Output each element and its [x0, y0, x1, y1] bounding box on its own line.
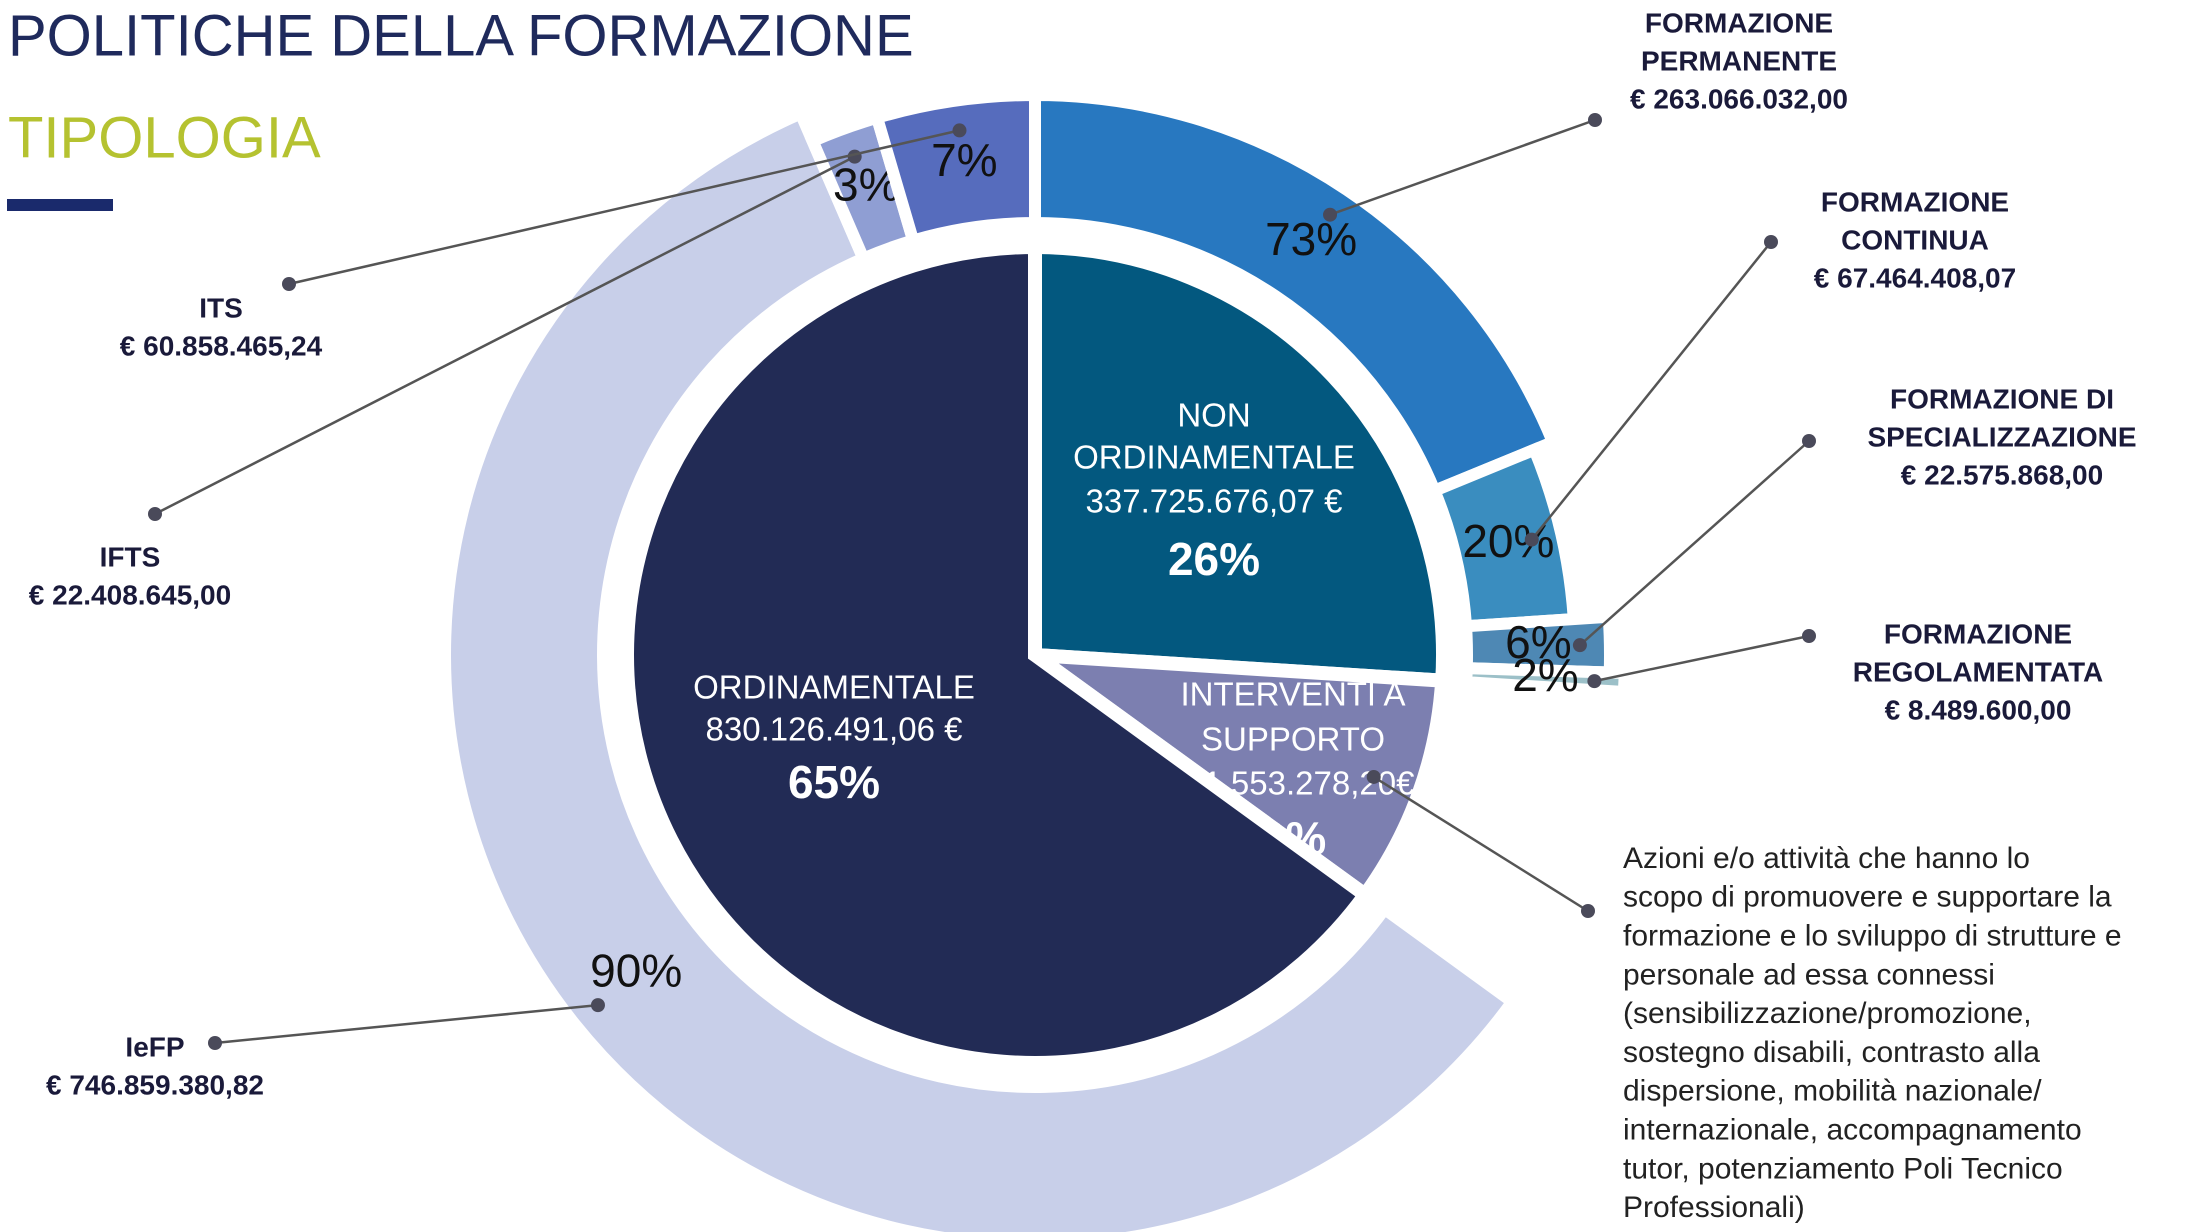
- inner-slice: [1011, 646, 1450, 905]
- slice-amount: 830.126.491,06 €: [706, 711, 963, 748]
- outer-segment: [1029, 88, 1561, 499]
- inner-slice: [1028, 239, 1450, 689]
- callout-dot: [1323, 207, 1338, 222]
- callout-line: [1329, 118, 1596, 216]
- callout-dot: [1366, 769, 1381, 784]
- slice-label: ORDINAMENTALE: [693, 669, 975, 706]
- callout-lines: [148, 113, 1816, 1050]
- callout-label: FORMAZIONE DI: [1890, 383, 2114, 414]
- callout-label: SPECIALIZZAZIONE: [1867, 421, 2136, 452]
- segment-percent: 20%: [1462, 515, 1554, 567]
- callout-label: FORMAZIONE: [1884, 618, 2072, 649]
- callout-dot: [1587, 674, 1602, 689]
- callout-line: [1530, 241, 1772, 541]
- title: POLITICHE DELLA FORMAZIONE: [8, 3, 914, 68]
- callout-dot: [1802, 434, 1816, 448]
- callout-amount: € 22.408.645,00: [29, 579, 231, 610]
- description-line: sostegno disabili, contrasto alla: [1623, 1036, 2040, 1069]
- callout-dot: [1588, 113, 1602, 127]
- callout-label: REGOLAMENTATA: [1853, 656, 2103, 687]
- callout-amount: € 8.489.600,00: [1885, 694, 2072, 725]
- outer-segment: [869, 88, 1041, 248]
- description-line: formazione e lo sviluppo di strutture e: [1623, 920, 2122, 953]
- callout-label: PERMANENTE: [1641, 45, 1837, 76]
- segment-percent: 90%: [590, 945, 682, 997]
- slice-amount: 337.725.676,07 €: [1086, 483, 1343, 520]
- callout-amount: € 67.464.408,07: [1814, 262, 2016, 293]
- callout-label: CONTINUA: [1841, 224, 1989, 255]
- description-line: personale ad essa connessi: [1623, 958, 1995, 991]
- segment-percent: 73%: [1265, 213, 1357, 265]
- description-line: dispersione, mobilità nazionale/: [1623, 1075, 2042, 1108]
- callout-amount: € 746.859.380,82: [46, 1069, 264, 1100]
- callout-dot: [1524, 532, 1539, 547]
- callout-line: [1579, 440, 1810, 647]
- callout-amount: € 60.858.465,24: [120, 330, 323, 361]
- subtitle: TIPOLOGIA: [8, 105, 321, 170]
- description-line: Azioni e/o attività che hanno lo: [1623, 842, 2030, 875]
- callout-amount: € 263.066.032,00: [1630, 83, 1848, 114]
- callout-dot: [1572, 638, 1587, 653]
- callout-line: [214, 1003, 599, 1045]
- callout-dot: [282, 277, 296, 291]
- segment-percent: 6%: [1505, 616, 1571, 668]
- callout-line: [288, 129, 960, 286]
- description-line: (sensibilizzazione/promozione,: [1623, 997, 2032, 1030]
- callout-amount: € 22.575.868,00: [1901, 459, 2103, 490]
- outer-segment: [439, 105, 1521, 1232]
- outer-segment: [1459, 661, 1631, 699]
- slice-label: NON: [1177, 397, 1250, 434]
- segment-percent: 7%: [931, 134, 997, 186]
- callout-dot: [208, 1036, 222, 1050]
- description-line: scopo di promuovere e supportare la: [1623, 881, 2112, 914]
- callout-label: IeFP: [125, 1031, 184, 1062]
- callout-line: [154, 155, 856, 516]
- slice-label: INTERVENTI A: [1181, 676, 1406, 713]
- callout-dot: [148, 507, 162, 521]
- slice-label: SUPPORTO: [1201, 721, 1385, 758]
- slice-percent: 65%: [788, 756, 880, 808]
- inner-slice: [620, 239, 1375, 1070]
- slice-percent: 26%: [1168, 533, 1260, 585]
- callout-dot: [1802, 629, 1816, 643]
- accent-bar: [7, 199, 113, 211]
- callout-label: ITS: [199, 292, 243, 323]
- callout-dot: [1764, 235, 1778, 249]
- description-line: tutor, potenziamento Poli Tecnico: [1623, 1152, 2063, 1185]
- slice-label: ORDINAMENTALE: [1073, 439, 1355, 476]
- callout-label: FORMAZIONE: [1645, 7, 1833, 38]
- segment-percent: 2%: [1512, 649, 1578, 701]
- description-line: internazionale, accompagnamento: [1623, 1114, 2082, 1147]
- callout-label: IFTS: [100, 541, 161, 572]
- callout-line: [1373, 775, 1589, 913]
- callout-dot: [590, 998, 605, 1013]
- callout-dot: [1581, 904, 1595, 918]
- callout-label: FORMAZIONE: [1821, 186, 2009, 217]
- callout-dot: [952, 123, 967, 138]
- description-line: Professionali): [1623, 1191, 1805, 1224]
- callout-line: [1594, 634, 1810, 683]
